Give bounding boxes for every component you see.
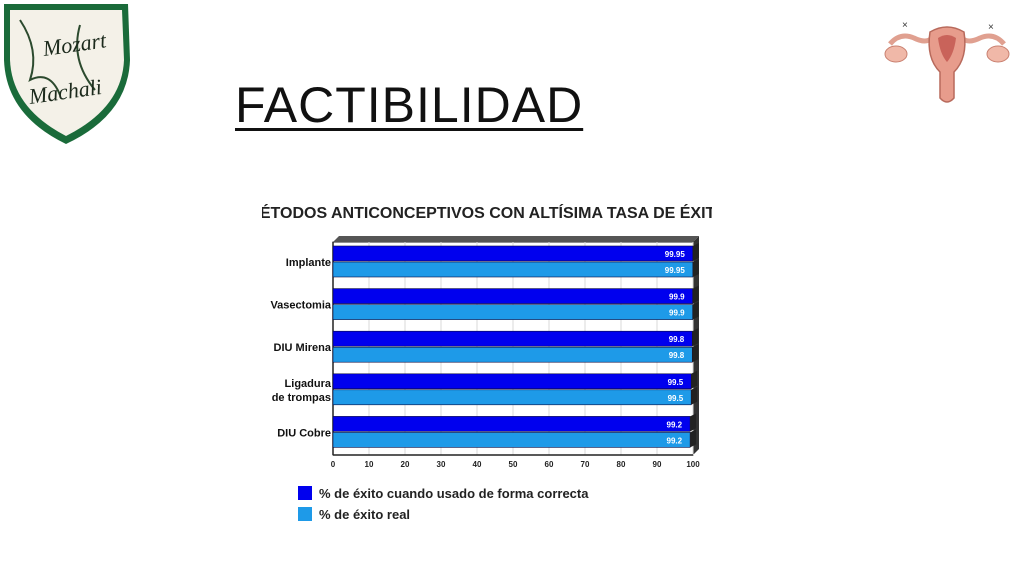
legend-swatch bbox=[298, 507, 312, 521]
x-tick-label: 40 bbox=[473, 460, 482, 469]
bar bbox=[332, 432, 691, 448]
bar bbox=[332, 288, 693, 304]
bar-data-label: 99.2 bbox=[667, 436, 683, 445]
bar bbox=[332, 346, 693, 363]
bar bbox=[332, 245, 694, 262]
category-label: DIU Cobre bbox=[277, 427, 331, 439]
bar-side bbox=[692, 259, 699, 277]
bar-side bbox=[690, 429, 697, 448]
x-tick-label: 0 bbox=[331, 460, 336, 469]
chart-title: MÉTODOS ANTICONCEPTIVOS CON ALTÍSIMA TAS… bbox=[262, 203, 712, 222]
bar-side bbox=[692, 285, 699, 304]
bar-data-label: 99.95 bbox=[665, 250, 686, 259]
bar-data-label: 99.8 bbox=[669, 335, 685, 344]
slide-title: FACTIBILIDAD bbox=[235, 77, 584, 133]
bar-data-label: 99.5 bbox=[668, 378, 684, 387]
bar-side bbox=[692, 243, 699, 261]
x-tick-label: 70 bbox=[581, 460, 590, 469]
x-tick-label: 30 bbox=[437, 460, 446, 469]
legend-swatch bbox=[298, 486, 312, 500]
bar-side bbox=[692, 344, 699, 363]
bar bbox=[332, 373, 692, 390]
bar-data-label: 99.9 bbox=[669, 293, 685, 302]
bar-data-label: 99.9 bbox=[669, 309, 685, 318]
bar-side bbox=[691, 386, 698, 405]
bar bbox=[332, 389, 692, 406]
category-label: de trompas bbox=[272, 392, 331, 404]
marker-x-left: × bbox=[902, 20, 908, 31]
x-tick-label: 90 bbox=[653, 460, 662, 469]
category-label: DIU Mirena bbox=[274, 342, 332, 354]
category-label: Ligadura bbox=[285, 378, 332, 390]
x-tick-label: 10 bbox=[365, 460, 374, 469]
legend-label: % de éxito real bbox=[319, 507, 410, 522]
bar bbox=[332, 416, 691, 432]
bar-data-label: 99.8 bbox=[669, 351, 685, 360]
category-label: Vasectomia bbox=[270, 300, 331, 312]
uterus-illustration-icon: × × bbox=[884, 20, 1010, 103]
bar-data-label: 99.2 bbox=[667, 420, 683, 429]
bar-data-label: 99.5 bbox=[668, 394, 684, 403]
bar-side bbox=[692, 301, 699, 320]
legend-label: % de éxito cuando usado de forma correct… bbox=[319, 486, 589, 501]
x-tick-label: 100 bbox=[686, 460, 700, 469]
x-tick-label: 20 bbox=[401, 460, 410, 469]
bar bbox=[332, 330, 693, 347]
plot-top-wall bbox=[333, 236, 699, 242]
category-label: Implante bbox=[286, 257, 331, 269]
x-tick-label: 60 bbox=[545, 460, 554, 469]
bar-data-label: 99.95 bbox=[665, 266, 686, 275]
bar-side bbox=[691, 370, 698, 389]
bar bbox=[332, 261, 694, 278]
bar-side bbox=[690, 413, 697, 432]
x-tick-label: 50 bbox=[509, 460, 518, 469]
bar-side bbox=[692, 328, 699, 347]
bar bbox=[332, 304, 693, 320]
x-tick-label: 80 bbox=[617, 460, 626, 469]
marker-x-right: × bbox=[988, 22, 994, 33]
bar-chart: MÉTODOS ANTICONCEPTIVOS CON ALTÍSIMA TAS… bbox=[262, 203, 712, 522]
school-crest-logo: Mozart Machali bbox=[4, 4, 130, 144]
